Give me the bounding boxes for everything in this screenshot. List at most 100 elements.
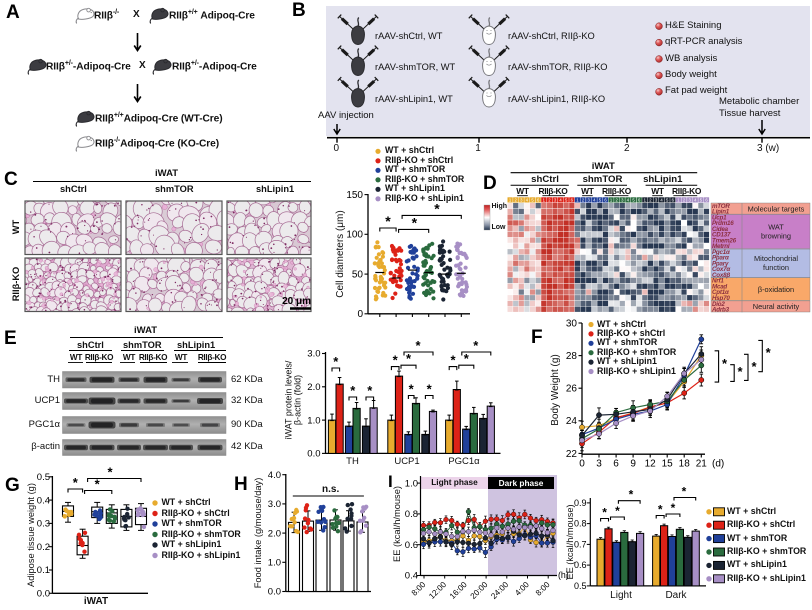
svg-text:function: function xyxy=(763,263,789,272)
svg-text:24:00: 24:00 xyxy=(489,580,510,601)
svg-text:1: 1 xyxy=(509,198,512,203)
svg-text:1: 1 xyxy=(543,198,546,203)
svg-text:4: 4 xyxy=(593,198,596,203)
svg-text:*: * xyxy=(393,353,399,368)
svg-text:*: * xyxy=(737,364,743,379)
svg-text:browning: browning xyxy=(761,231,791,240)
svg-text:*: * xyxy=(602,506,607,520)
svg-text:5: 5 xyxy=(565,198,568,203)
svg-text:18: 18 xyxy=(679,459,691,470)
svg-text:*: * xyxy=(722,356,728,371)
svg-text:*: * xyxy=(333,354,339,369)
svg-text:(d): (d) xyxy=(712,459,724,470)
svg-text:100: 100 xyxy=(346,230,363,241)
svg-text:1.0: 1.0 xyxy=(405,478,418,489)
svg-text:Cpt1α: Cpt1α xyxy=(712,289,730,296)
svg-text:2: 2 xyxy=(548,198,551,203)
svg-text:2: 2 xyxy=(683,198,686,203)
svg-text:6: 6 xyxy=(571,198,574,203)
svg-text:1: 1 xyxy=(576,198,579,203)
svg-text:Prdm16: Prdm16 xyxy=(712,220,734,227)
svg-text:0.5: 0.5 xyxy=(574,581,587,591)
svg-text:28: 28 xyxy=(566,351,578,362)
svg-text:3: 3 xyxy=(554,198,557,203)
svg-text:30: 30 xyxy=(566,318,578,329)
svg-text:0.6: 0.6 xyxy=(574,560,587,570)
svg-text:CD137: CD137 xyxy=(712,232,731,239)
svg-text:2: 2 xyxy=(649,198,652,203)
svg-text:0.4: 0.4 xyxy=(405,571,418,582)
svg-text:Adrb3: Adrb3 xyxy=(711,307,730,314)
svg-text:50: 50 xyxy=(352,269,364,280)
svg-text:12: 12 xyxy=(645,459,657,470)
svg-text:*: * xyxy=(95,477,101,492)
svg-text:3.0: 3.0 xyxy=(268,499,281,510)
svg-text:0: 0 xyxy=(579,459,585,470)
svg-text:*: * xyxy=(415,338,421,353)
svg-text:*: * xyxy=(406,351,412,366)
svg-text:3: 3 xyxy=(520,198,523,203)
svg-text:1.0: 1.0 xyxy=(307,415,320,426)
svg-text:0.7: 0.7 xyxy=(574,539,587,549)
svg-text:0.8: 0.8 xyxy=(574,519,587,529)
svg-text:3.0: 3.0 xyxy=(307,349,320,360)
svg-text:*: * xyxy=(615,504,620,518)
svg-text:4: 4 xyxy=(694,198,697,203)
svg-text:0.4: 0.4 xyxy=(37,495,50,506)
svg-text:2.0: 2.0 xyxy=(268,528,281,539)
svg-text:1: 1 xyxy=(610,198,613,203)
svg-text:*: * xyxy=(73,475,79,490)
svg-text:*: * xyxy=(450,353,456,368)
svg-text:1: 1 xyxy=(677,198,680,203)
svg-text:Hsp70: Hsp70 xyxy=(712,295,730,302)
svg-text:12:00: 12:00 xyxy=(427,580,448,601)
svg-text:3: 3 xyxy=(596,459,602,470)
svg-text:4: 4 xyxy=(660,198,663,203)
svg-text:5: 5 xyxy=(531,198,534,203)
svg-text:20 μm: 20 μm xyxy=(282,296,311,307)
svg-text:Pparγ: Pparγ xyxy=(712,260,729,267)
svg-text:Pparα: Pparα xyxy=(712,255,730,262)
svg-text:0.9: 0.9 xyxy=(574,498,587,508)
svg-text:*: * xyxy=(671,501,676,515)
svg-text:Cox8β: Cox8β xyxy=(712,272,730,279)
svg-text:24: 24 xyxy=(566,416,578,427)
svg-text:4.0: 4.0 xyxy=(268,470,281,481)
svg-text:5: 5 xyxy=(666,198,669,203)
svg-text:*: * xyxy=(412,214,418,230)
svg-text:6: 6 xyxy=(613,459,619,470)
svg-text:*: * xyxy=(473,338,479,353)
svg-text:*: * xyxy=(682,485,687,499)
svg-text:2: 2 xyxy=(515,198,518,203)
svg-text:2: 2 xyxy=(582,198,585,203)
svg-text:*: * xyxy=(385,213,391,229)
svg-text:Neural activity: Neural activity xyxy=(753,302,800,311)
svg-text:*: * xyxy=(464,351,470,366)
svg-text:0.5: 0.5 xyxy=(37,472,50,483)
svg-text:*: * xyxy=(367,383,373,398)
svg-text:Mitochondrial: Mitochondrial xyxy=(754,254,798,263)
svg-text:*: * xyxy=(629,488,634,502)
svg-text:0.1: 0.1 xyxy=(37,565,50,576)
svg-text:*: * xyxy=(658,503,663,517)
svg-text:0.6: 0.6 xyxy=(405,540,418,551)
svg-text:26: 26 xyxy=(566,384,578,395)
svg-text:β-oxidation: β-oxidation xyxy=(758,285,794,294)
svg-text:0.2: 0.2 xyxy=(37,542,50,553)
svg-text:3: 3 xyxy=(655,198,658,203)
svg-text:*: * xyxy=(107,465,113,480)
svg-text:4:00: 4:00 xyxy=(513,580,531,598)
svg-text:8:00: 8:00 xyxy=(534,580,552,598)
svg-text:22: 22 xyxy=(566,449,578,460)
svg-text:4: 4 xyxy=(526,198,529,203)
svg-text:*: * xyxy=(427,382,433,397)
svg-text:1.0: 1.0 xyxy=(268,558,281,569)
svg-text:Metrnl: Metrnl xyxy=(712,243,730,250)
svg-text:4: 4 xyxy=(627,198,630,203)
svg-text:0.8: 0.8 xyxy=(405,509,418,520)
svg-text:2.0: 2.0 xyxy=(307,382,320,393)
svg-text:*: * xyxy=(751,359,757,374)
svg-text:2: 2 xyxy=(616,198,619,203)
svg-text:*: * xyxy=(409,382,415,397)
svg-text:0: 0 xyxy=(357,309,363,320)
